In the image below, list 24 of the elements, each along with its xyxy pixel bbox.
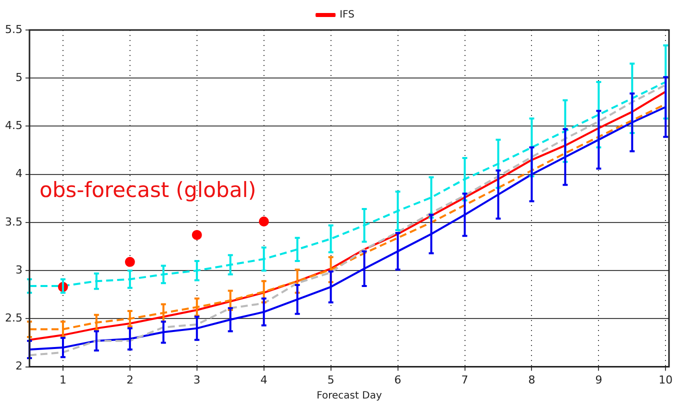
x-tick-label: 5	[327, 373, 334, 386]
x-tick-label: 3	[193, 373, 200, 386]
point	[124, 256, 135, 267]
y-tick-label: 2	[15, 360, 22, 373]
y-tick-label: 5	[15, 70, 22, 84]
x-axis-title: Forecast Day	[316, 390, 382, 402]
y-tick-label: 2.5	[4, 312, 22, 325]
y-tick-label: 4	[15, 167, 22, 180]
annotation: obs-forecast (global)	[39, 178, 256, 202]
x-tick-label: 7	[461, 373, 468, 386]
y-tick-label: 3.5	[4, 215, 22, 228]
y-tick-label: 3	[15, 263, 22, 276]
legend-label: IFS	[340, 10, 354, 21]
x-tick-label: 10	[658, 373, 673, 386]
x-tick-label: 6	[394, 373, 402, 386]
y-tick-label: 4.5	[4, 119, 22, 132]
x-tick-label: 4	[260, 373, 268, 386]
x-tick-label: 2	[126, 373, 134, 386]
point	[258, 216, 269, 226]
x-tick-label: 1	[59, 373, 66, 386]
y-tick-label: 5.5	[4, 22, 22, 36]
point	[192, 230, 202, 240]
x-tick-label: 9	[595, 373, 602, 386]
x-tick-label: 8	[528, 373, 536, 386]
